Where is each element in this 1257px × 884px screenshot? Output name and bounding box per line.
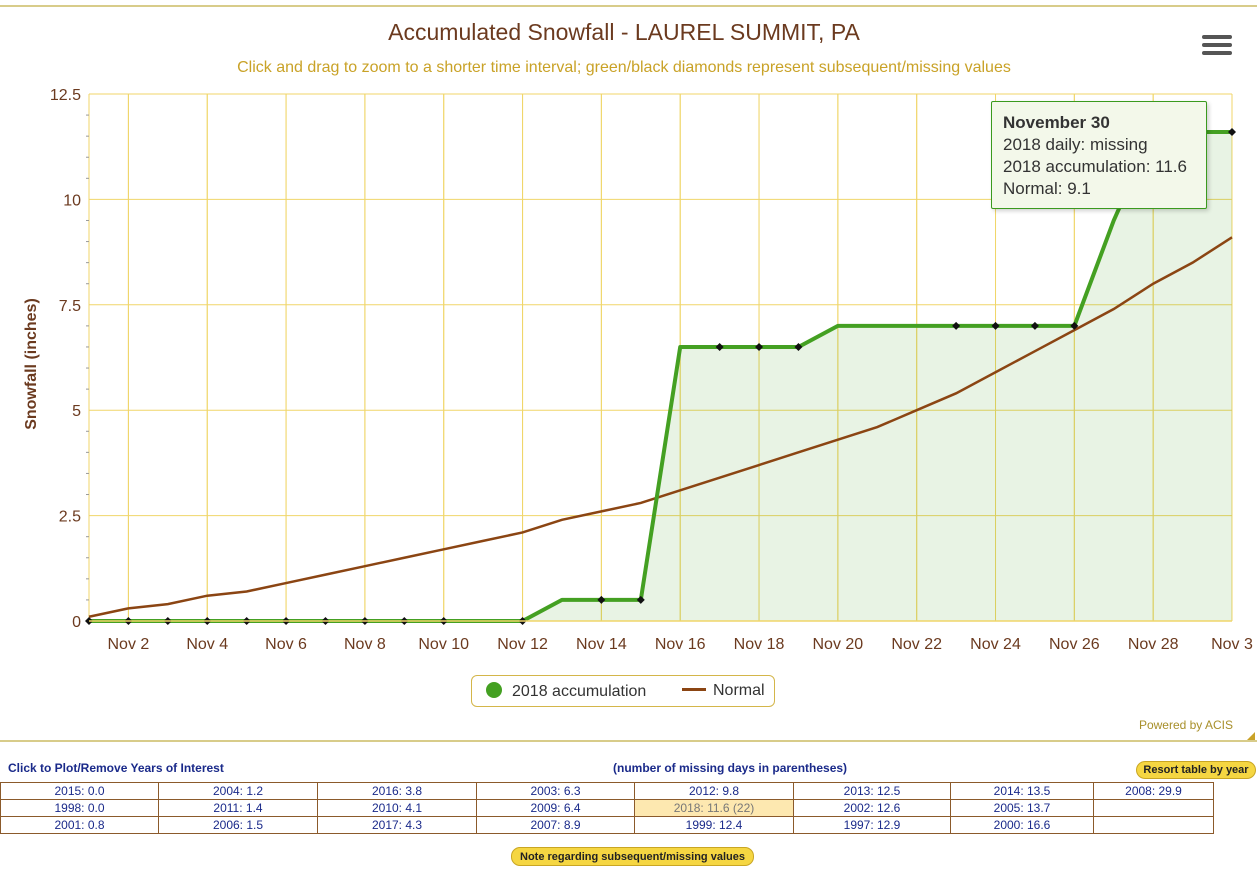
year-cell[interactable]: 2002: 12.6 — [793, 799, 951, 817]
missing-values-note-button[interactable]: Note regarding subsequent/missing values — [511, 847, 754, 866]
y-tick-label: 12.5 — [50, 87, 81, 104]
missing-day-diamond — [1228, 127, 1236, 136]
tooltip-accumulation: 2018 accumulation: 11.6 — [1003, 157, 1187, 176]
year-cell[interactable]: 2017: 4.3 — [317, 816, 477, 834]
chart-title: Accumulated Snowfall - LAUREL SUMMIT, PA — [388, 19, 860, 45]
y-tick-label: 0 — [72, 614, 81, 631]
missing-day-diamond — [794, 342, 803, 351]
year-cell[interactable]: 2007: 8.9 — [476, 816, 635, 834]
legend-label-2018: 2018 accumulation — [512, 683, 647, 700]
axes: 0 2.5 5 7.5 10 12.5 Nov 2 Nov 4 Nov 6 Nov 8 Nov 10… — [50, 87, 1253, 653]
years-table: 2015: 0.0 2004: 1.2 2016: 3.8 2003: 6.3 2012… — [0, 782, 1214, 834]
tooltip: November 30 2018 daily: missing 2018 acc… — [991, 101, 1207, 209]
y-axis-label: Snowfall (inches) — [23, 298, 40, 430]
missing-day-diamond — [715, 342, 724, 351]
years-header-left: Click to Plot/Remove Years of Interest — [8, 761, 224, 775]
years-table-row: 1998: 0.0 2011: 1.4 2010: 4.1 2009: 6.4 2018… — [0, 799, 1214, 817]
empty-cell — [1093, 816, 1214, 834]
x-tick-label: Nov 16 — [655, 636, 706, 653]
x-tick-label: Nov 26 — [1049, 636, 1100, 653]
x-tick-label: Nov 10 — [418, 636, 469, 653]
legend-item-normal[interactable]: Normal — [682, 682, 765, 700]
year-cell[interactable]: 2009: 6.4 — [476, 799, 635, 817]
empty-cell — [1093, 799, 1214, 817]
missing-day-diamond — [991, 321, 1000, 330]
years-table-row: 2001: 0.8 2006: 1.5 2017: 4.3 2007: 8.9 1999… — [0, 816, 1214, 834]
years-header: Click to Plot/Remove Years of Interest (… — [0, 760, 1257, 782]
year-cell[interactable]: 1997: 12.9 — [793, 816, 951, 834]
x-tick-label: Nov 8 — [344, 636, 386, 653]
x-tick-label: Nov 12 — [497, 636, 548, 653]
x-tick-label: Nov 18 — [734, 636, 785, 653]
accumulation-area — [89, 131, 1232, 621]
years-table-row: 2015: 0.0 2004: 1.2 2016: 3.8 2003: 6.3 2012… — [0, 782, 1214, 800]
year-cell[interactable]: 2008: 29.9 — [1093, 782, 1214, 800]
x-tick-label: Nov 14 — [576, 636, 627, 653]
x-tick-label: Nov 20 — [813, 636, 864, 653]
year-cell[interactable]: 2003: 6.3 — [476, 782, 635, 800]
x-tick-label: Nov 6 — [265, 636, 307, 653]
year-cell[interactable]: 2004: 1.2 — [158, 782, 318, 800]
year-cell[interactable]: 2014: 13.5 — [950, 782, 1094, 800]
green-circle-icon — [486, 682, 502, 698]
year-cell[interactable]: 2010: 4.1 — [317, 799, 477, 817]
year-cell[interactable]: 2000: 16.6 — [950, 816, 1094, 834]
missing-day-diamond — [597, 595, 606, 604]
year-cell[interactable]: 2005: 13.7 — [950, 799, 1094, 817]
year-cell[interactable]: 2006: 1.5 — [158, 816, 318, 834]
year-cell[interactable]: 2016: 3.8 — [317, 782, 477, 800]
x-tick-label: Nov 28 — [1128, 636, 1179, 653]
brown-line-icon — [682, 688, 706, 691]
year-cell[interactable]: 2015: 0.0 — [0, 782, 159, 800]
missing-day-diamond — [1070, 321, 1079, 330]
accumulation-area-fill — [89, 131, 1232, 621]
year-cell[interactable]: 2018: 11.6 (22) — [634, 799, 794, 817]
powered-by-link[interactable]: Powered by ACIS — [1138, 718, 1233, 732]
year-cell[interactable]: 1999: 12.4 — [634, 816, 794, 834]
year-cell[interactable]: 1998: 0.0 — [0, 799, 159, 817]
missing-day-diamond — [755, 342, 764, 351]
tooltip-daily: 2018 daily: missing — [1003, 135, 1148, 154]
y-tick-label: 7.5 — [59, 298, 81, 315]
resize-handle-icon[interactable] — [1247, 732, 1255, 740]
chart-subtitle: Click and drag to zoom to a shorter time… — [237, 59, 1011, 76]
x-tick-label: Nov 3 — [1211, 636, 1253, 653]
y-tick-label: 10 — [63, 192, 81, 209]
chart-container[interactable]: Accumulated Snowfall - LAUREL SUMMIT, PA… — [0, 5, 1257, 742]
legend: 2018 accumulation Normal — [471, 675, 775, 707]
x-tick-label: Nov 22 — [891, 636, 942, 653]
year-cell[interactable]: 2001: 0.8 — [0, 816, 159, 834]
x-tick-label: Nov 24 — [970, 636, 1021, 653]
hamburger-menu-icon[interactable] — [1200, 31, 1234, 61]
tooltip-normal: Normal: 9.1 — [1003, 179, 1091, 198]
missing-day-diamond — [1030, 321, 1039, 330]
y-tick-label: 2.5 — [59, 509, 81, 526]
missing-markers[interactable] — [85, 127, 1236, 625]
resort-table-button[interactable]: Resort table by year — [1136, 761, 1256, 779]
normal-line — [88, 236, 1233, 619]
y-tick-label: 5 — [72, 403, 81, 420]
x-tick-label: Nov 4 — [186, 636, 228, 653]
year-cell[interactable]: 2012: 9.8 — [634, 782, 794, 800]
x-tick-label: Nov 2 — [108, 636, 150, 653]
tooltip-title: November 30 — [1003, 113, 1110, 132]
legend-label-normal: Normal — [713, 682, 765, 699]
years-header-center: (number of missing days in parentheses) — [613, 761, 848, 775]
year-cell[interactable]: 2013: 12.5 — [793, 782, 951, 800]
missing-day-diamond — [952, 321, 961, 330]
year-cell[interactable]: 2011: 1.4 — [158, 799, 318, 817]
missing-day-diamond — [636, 595, 645, 604]
legend-item-2018[interactable]: 2018 accumulation — [486, 682, 646, 701]
